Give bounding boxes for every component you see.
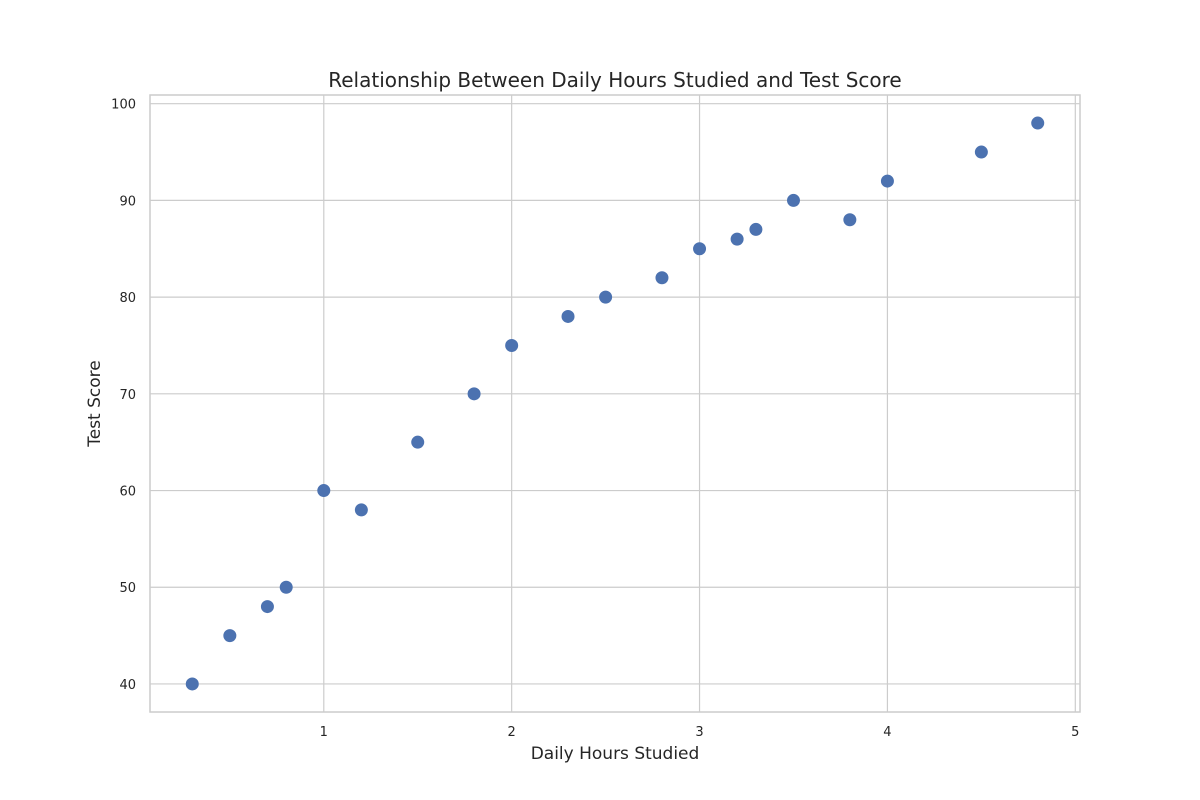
data-point xyxy=(467,387,481,401)
y-tick-label: 50 xyxy=(119,581,136,596)
y-tick-label: 60 xyxy=(119,485,136,500)
data-point xyxy=(730,232,744,246)
data-point xyxy=(317,484,331,498)
data-point xyxy=(974,145,988,159)
y-axis-label: Test Score xyxy=(85,360,105,448)
data-point xyxy=(223,629,237,643)
y-tick-label: 70 xyxy=(119,388,136,403)
data-point xyxy=(354,503,368,517)
data-point xyxy=(655,271,669,285)
data-point xyxy=(599,290,613,304)
plot-area-frame xyxy=(149,94,1081,713)
data-point xyxy=(749,222,763,236)
y-tick-label: 100 xyxy=(111,98,136,113)
data-point xyxy=(260,600,274,614)
chart-title: Relationship Between Daily Hours Studied… xyxy=(328,68,901,92)
data-point xyxy=(1031,116,1045,130)
data-point xyxy=(185,677,199,691)
data-point xyxy=(843,213,857,227)
y-tick-label: 40 xyxy=(119,678,136,693)
data-point xyxy=(279,580,293,594)
y-tick-label: 90 xyxy=(119,194,136,209)
tick-labels: 1 2 3 4 5 40 50 60 70 80 90 100 xyxy=(111,98,1079,740)
x-axis-label: Daily Hours Studied xyxy=(531,744,700,764)
grid-layer xyxy=(150,95,1080,712)
data-point xyxy=(505,338,519,352)
data-point xyxy=(786,193,800,207)
data-point xyxy=(411,435,425,449)
y-tick-label: 80 xyxy=(119,291,136,306)
data-point xyxy=(561,309,575,323)
data-point xyxy=(693,242,707,256)
x-tick-label: 4 xyxy=(883,725,891,740)
x-tick-label: 1 xyxy=(320,725,328,740)
x-tick-label: 5 xyxy=(1071,725,1079,740)
data-point xyxy=(880,174,894,188)
x-tick-label: 2 xyxy=(508,725,516,740)
x-tick-label: 3 xyxy=(695,725,703,740)
data-points xyxy=(185,116,1045,691)
